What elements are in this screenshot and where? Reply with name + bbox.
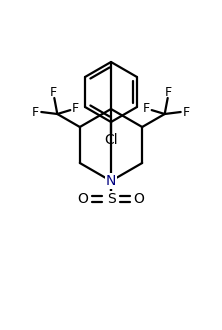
Text: F: F [183,106,190,118]
Text: F: F [165,86,172,100]
Text: O: O [134,192,145,206]
Text: F: F [72,102,79,115]
Text: F: F [32,106,39,118]
Text: O: O [77,192,88,206]
Text: F: F [143,102,150,115]
Text: Cl: Cl [104,133,118,147]
Text: N: N [106,174,116,188]
Text: S: S [107,192,115,206]
Text: F: F [50,86,57,100]
